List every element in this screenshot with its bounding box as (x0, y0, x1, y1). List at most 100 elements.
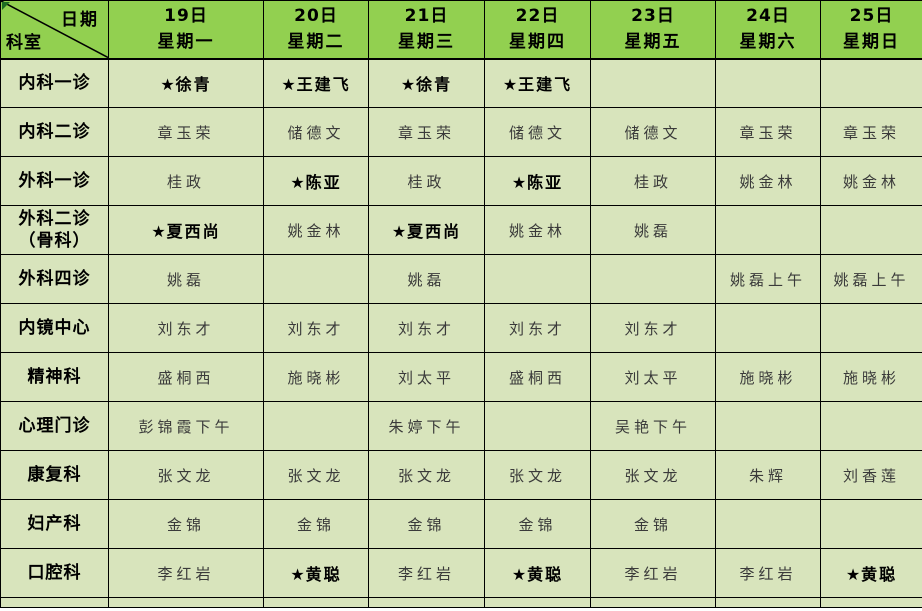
schedule-cell (263, 597, 369, 608)
schedule-cell: 刘东才 (368, 303, 485, 353)
dept-label-line: 外科二诊 (18, 209, 91, 229)
schedule-cell: 张文龙 (108, 450, 264, 500)
staff-name: 金锦 (296, 515, 335, 534)
staff-name: 施晓彬 (287, 368, 345, 387)
schedule-cell: 章玉荣 (715, 107, 821, 157)
corner-label-dept: 科室 (6, 32, 42, 53)
schedule-cell: 姚磊上午 (715, 254, 821, 304)
schedule-cell (820, 58, 922, 108)
staff-name: ★徐青 (400, 75, 453, 95)
schedule-cell: 朱婷下午 (368, 401, 485, 451)
schedule-cell: 章玉荣 (108, 107, 264, 157)
dept-label-line: 内科二诊 (18, 122, 91, 142)
header-date-label: 22日 (515, 6, 560, 27)
corner-marker-triangle-icon (2, 2, 10, 10)
row-header-dept: 心理门诊 (0, 401, 109, 451)
schedule-cell: 姚磊 (108, 254, 264, 304)
schedule-cell: 张文龙 (484, 450, 591, 500)
column-header-day: 23日星期五 (590, 0, 716, 60)
schedule-cell (590, 58, 716, 108)
staff-name: 姚磊 (407, 270, 446, 289)
staff-name: 张文龙 (624, 466, 682, 485)
schedule-cell: 盛桐西 (484, 352, 591, 402)
table-row: 内镜中心 刘东才 刘东才 刘东才 刘东才 刘东才 (0, 303, 922, 353)
header-weekday-label: 星期五 (624, 32, 682, 53)
staff-name: ★黄聪 (290, 565, 342, 584)
schedule-cell (590, 254, 716, 304)
schedule-cell: 李红岩 (590, 548, 716, 598)
staff-name: 刘香莲 (842, 466, 900, 485)
schedule-cell: 桂政 (368, 156, 485, 206)
row-header-dept: 内科二诊 (0, 107, 109, 157)
header-weekday-label: 星期日 (843, 32, 900, 53)
staff-name: 章玉荣 (397, 123, 455, 142)
staff-name: 刘东才 (508, 319, 566, 338)
schedule-cell: 储德文 (484, 107, 591, 157)
star-icon: ★ (160, 75, 175, 95)
schedule-cell: ★王建飞 (263, 58, 369, 108)
staff-name: 李红岩 (739, 564, 797, 583)
schedule-cell: 金锦 (590, 499, 716, 549)
schedule-cell: 刘太平 (590, 352, 716, 402)
schedule-cell (820, 597, 922, 608)
staff-name: 桂政 (407, 172, 446, 191)
schedule-cell: 刘太平 (368, 352, 485, 402)
header-weekday-label: 星期三 (398, 32, 455, 53)
row-header-dept: 外科四诊 (0, 254, 109, 304)
staff-name: 章玉荣 (739, 123, 797, 142)
row-header-dept: 外科二诊 （骨科） (0, 205, 109, 255)
schedule-cell: 李红岩 (715, 548, 821, 598)
dept-label-line: 内镜中心 (18, 318, 91, 338)
staff-name: 姚磊上午 (833, 270, 910, 289)
schedule-cell: 刘东才 (484, 303, 591, 353)
staff-name: 章玉荣 (842, 123, 900, 142)
staff-name: 储德文 (624, 123, 682, 142)
staff-name: 章玉荣 (157, 123, 215, 142)
star-icon: ★ (151, 222, 166, 241)
schedule-cell (820, 205, 922, 255)
schedule-cell: ★王建飞 (484, 58, 591, 108)
schedule-cell: 姚金林 (484, 205, 591, 255)
table-row: 外科四诊 姚磊 姚磊 姚磊上午 姚磊上午 (0, 254, 922, 304)
staff-name: 张文龙 (508, 466, 566, 485)
staff-name: 张文龙 (287, 466, 345, 485)
schedule-cell (263, 254, 369, 304)
staff-name: ★黄聪 (511, 565, 564, 584)
table-row: 妇产科 金锦 金锦 金锦 金锦 金锦 (0, 499, 922, 549)
column-header-day: 25日 星期日 (820, 0, 922, 60)
table-row: 内科二诊 章玉荣 储德文 章玉荣 储德文 储德文 章玉荣 章玉荣 (0, 107, 922, 157)
staff-name: 吴艳下午 (614, 417, 691, 436)
header-date-label: 21日 (404, 6, 449, 27)
schedule-cell: 张文龙 (263, 450, 369, 500)
schedule-cell: 金锦 (263, 499, 369, 549)
corner-label-date: 日期 (61, 10, 99, 30)
staff-name: ★陈亚 (511, 173, 564, 192)
table-row: 精神科 盛桐西 施晓彬 刘太平 盛桐西 刘太平 施晓彬 施晓彬 (0, 352, 922, 402)
staff-name: 朱辉 (748, 466, 787, 485)
dept-label-line: 精神科 (27, 367, 82, 387)
header-date-label: 20日 (294, 6, 338, 27)
header-date-label: 23日 (631, 6, 675, 27)
schedule-cell: ★黄聪 (263, 548, 369, 598)
cutoff-row (0, 597, 922, 608)
schedule-cell: 施晓彬 (820, 352, 922, 402)
staff-name: 张文龙 (397, 466, 455, 485)
column-header-day: 19日 星期一 (108, 0, 264, 60)
schedule-cell (263, 401, 369, 451)
schedule-cell: ★夏西尚 (368, 205, 485, 255)
row-header-dept: 精神科 (0, 352, 109, 402)
staff-name: 金锦 (518, 515, 557, 534)
header-date-label: 24日 (746, 6, 790, 27)
star-icon: ★ (391, 222, 407, 241)
staff-name: 姚磊上午 (729, 270, 806, 289)
schedule-cell (820, 401, 922, 451)
schedule-cell: 储德文 (263, 107, 369, 157)
star-icon: ★ (502, 75, 518, 95)
schedule-cell (484, 597, 591, 608)
row-header-dept: 内科一诊 (0, 58, 109, 108)
star-icon: ★ (290, 565, 305, 584)
staff-name: 刘太平 (397, 368, 455, 387)
schedule-cell: 金锦 (368, 499, 485, 549)
corner-cell: 日期 科室 (0, 0, 109, 60)
